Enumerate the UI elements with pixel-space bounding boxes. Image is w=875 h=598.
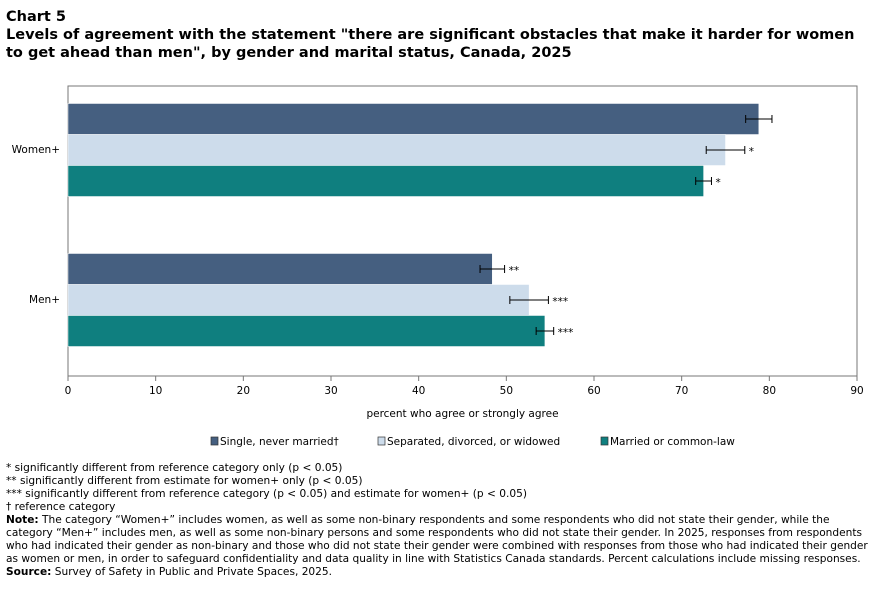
error-bar <box>509 296 549 304</box>
error-bar <box>535 327 555 335</box>
chart-title: Levels of agreement with the statement "… <box>6 27 855 61</box>
x-tick-label: 90 <box>850 385 863 397</box>
legend-swatch <box>600 436 609 446</box>
bar <box>67 315 546 347</box>
legend-swatch <box>377 436 386 446</box>
x-tick-label: 50 <box>500 385 513 397</box>
x-tick-label: 70 <box>675 385 688 397</box>
source: Source: Survey of Safety in Public and P… <box>6 566 868 579</box>
x-tick-label: 60 <box>587 385 600 397</box>
significance-marker: * <box>749 146 754 158</box>
plot-area <box>67 85 858 377</box>
bar <box>67 253 493 285</box>
bar <box>67 103 760 135</box>
error-bar <box>745 115 773 123</box>
error-bar <box>695 177 712 185</box>
bar <box>67 284 530 316</box>
bar <box>67 165 704 197</box>
significance-marker: ** <box>509 265 519 277</box>
legend-label: Separated, divorced, or widowed <box>387 436 560 448</box>
source-text: Survey of Safety in Public and Private S… <box>54 566 333 578</box>
note-label: Note: <box>6 514 39 526</box>
x-tick-label: 10 <box>149 385 162 397</box>
error-bar <box>705 146 746 154</box>
footnote: *** significantly different from referen… <box>6 488 527 500</box>
footnotes: * significantly different from reference… <box>6 462 868 579</box>
footnote: ** significantly different from estimate… <box>6 475 363 487</box>
significance-marker: *** <box>558 327 574 339</box>
bar <box>67 134 726 166</box>
legend-label: Married or common-law <box>610 436 735 448</box>
x-tick-label: 20 <box>237 385 250 397</box>
source-label: Source: <box>6 566 52 578</box>
legend-swatch <box>210 436 219 446</box>
y-tick-label: Men+ <box>29 294 60 306</box>
footnote: * significantly different from reference… <box>6 462 343 474</box>
x-tick-label: 40 <box>412 385 425 397</box>
x-tick-label: 80 <box>763 385 776 397</box>
significance-marker: * <box>715 177 720 189</box>
x-tick-label: 0 <box>65 385 72 397</box>
legend-label: Single, never married† <box>220 436 339 448</box>
error-bar <box>479 265 506 273</box>
chart-label: Chart 5 <box>6 9 66 25</box>
x-axis-title: percent who agree or strongly agree <box>366 408 558 420</box>
footnote: † reference category <box>6 501 116 513</box>
note-text: The category “Women+” includes women, as… <box>6 514 868 565</box>
significance-marker: *** <box>552 296 568 308</box>
header: Chart 5 Levels of agreement with the sta… <box>6 8 866 62</box>
x-tick-label: 30 <box>324 385 337 397</box>
y-tick-label: Women+ <box>12 144 60 156</box>
note: Note: The category “Women+” includes wom… <box>6 514 868 566</box>
